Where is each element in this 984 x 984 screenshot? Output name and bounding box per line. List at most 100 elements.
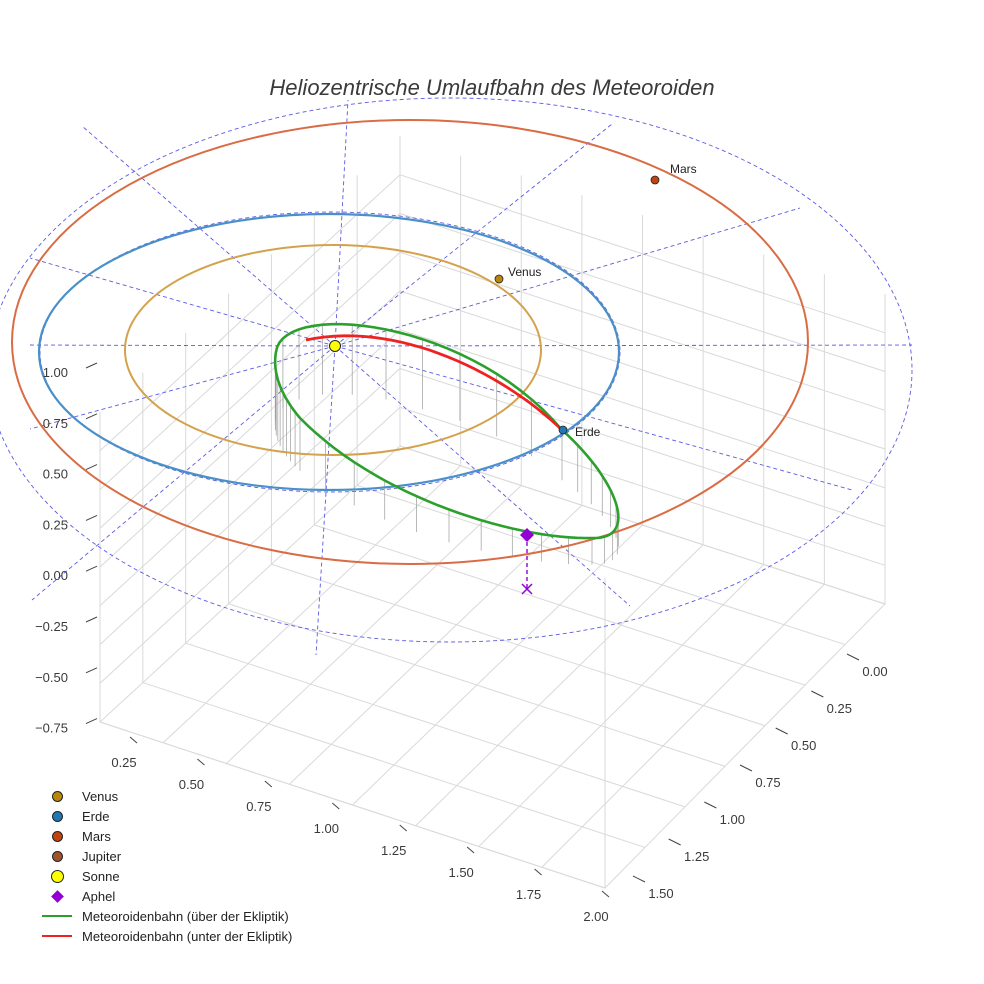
grid-line-z (99, 174, 886, 452)
legend-item[interactable]: Mars (40, 826, 292, 846)
z-tick-mark (85, 616, 98, 623)
ecliptic-ray (334, 207, 801, 347)
grid-line-x (225, 485, 522, 764)
z-tick-label: 0.75 (43, 416, 68, 431)
grid-line-x (478, 564, 765, 847)
mars-marker (650, 175, 660, 185)
z-tick-mark (85, 362, 98, 369)
legend-line-icon (40, 926, 74, 946)
legend-label: Mars (82, 828, 111, 844)
legend-dot-icon (40, 806, 74, 826)
x-tick-mark (466, 846, 475, 854)
grid-line-y (314, 524, 806, 686)
erde-orbit (37, 212, 621, 492)
grid-line-z (99, 406, 886, 684)
z-tick-label: 0.25 (43, 517, 68, 532)
legend-item[interactable]: Meteoroidenbahn (unter der Ekliptik) (40, 926, 292, 946)
y-tick-mark (739, 764, 753, 772)
z-tick-label: −0.75 (35, 721, 68, 736)
z-tick-mark (85, 413, 98, 420)
z-tick-label: 0.00 (43, 568, 68, 583)
legend-diamond-icon (40, 886, 74, 906)
x-tick-label: 2.00 (583, 909, 608, 924)
legend-item[interactable]: Aphel (40, 886, 292, 906)
x-tick-label: 1.75 (516, 887, 541, 902)
markers: Venus Erde Mars (329, 162, 697, 595)
aphel-marker (520, 528, 534, 542)
y-tick-mark (704, 801, 717, 809)
ecliptic-ray (31, 345, 336, 601)
z-tick-mark (85, 718, 98, 725)
legend-label: Aphel (82, 888, 116, 904)
ecliptic-ray (334, 344, 913, 347)
x-tick-label: 0.50 (179, 777, 204, 792)
z-tick-mark (85, 514, 98, 521)
legend-item[interactable]: Sonne (40, 866, 292, 886)
grid-line-x (162, 465, 461, 744)
meteoroid-orbit-above (273, 322, 620, 540)
grid-line-y (356, 484, 846, 646)
y-tick-label: 0.50 (791, 738, 816, 753)
grid-line-y (228, 603, 726, 767)
z-tick-label: −0.50 (35, 670, 68, 685)
y-tick-mark (811, 690, 824, 698)
x-tick-label: 1.25 (381, 843, 406, 858)
legend-dot-icon (40, 866, 74, 886)
y-tick-mark (632, 875, 646, 883)
legend-label: Jupiter (82, 848, 122, 864)
venus-label: Venus (508, 265, 541, 279)
mars-orbit (11, 119, 809, 565)
grid-line-x (352, 524, 643, 806)
ecliptic-ray (29, 345, 336, 430)
grid-line-z (99, 212, 886, 490)
ecliptic-ray (81, 125, 336, 347)
grid-line-y (271, 563, 766, 727)
legend-item[interactable]: Jupiter (40, 846, 292, 866)
y-tick-label: 1.00 (720, 812, 745, 827)
meteoroid-orbit-below (305, 334, 563, 432)
legend-dot-icon (40, 826, 74, 846)
x-tick-label: 0.25 (111, 755, 136, 770)
grid-line-x (541, 583, 825, 868)
x-tick-mark (264, 780, 273, 788)
legend-item[interactable]: Venus (40, 786, 292, 806)
y-tick-mark (775, 727, 788, 735)
ecliptic-ray (29, 344, 336, 347)
y-tick-label: 0.75 (755, 775, 780, 790)
x-tick-mark (129, 736, 138, 744)
ecliptic-circle (0, 97, 913, 643)
legend-label: Meteoroidenbahn (unter der Ekliptik) (82, 928, 293, 944)
x-tick-mark (534, 868, 542, 876)
y-tick-label: 0.00 (862, 664, 887, 679)
legend-dot-icon (40, 786, 74, 806)
ecliptic-ray (334, 345, 631, 607)
grid-line-x (415, 544, 704, 827)
axis-box-grid (99, 136, 886, 889)
z-tick-mark (85, 565, 98, 572)
x-tick-label: 0.75 (246, 799, 271, 814)
x-tick-label: 1.00 (314, 821, 339, 836)
venus-orbit (124, 244, 542, 456)
x-tick-label: 1.50 (448, 865, 473, 880)
z-tick-mark (85, 667, 98, 674)
grid-line-y (185, 642, 686, 808)
y-tick-label: 1.50 (648, 886, 673, 901)
legend-item[interactable]: Erde (40, 806, 292, 826)
grid-line-z (99, 329, 886, 607)
ecliptic-ray (334, 345, 853, 491)
erde-marker (558, 425, 568, 435)
z-tick-label: 0.50 (43, 467, 68, 482)
y-tick-mark (846, 653, 860, 661)
x-tick-mark (197, 758, 205, 766)
grid-line-z (99, 251, 886, 529)
venus-marker (494, 274, 504, 284)
mars-label: Mars (670, 162, 697, 176)
z-tick-mark (85, 464, 98, 471)
ecliptic-ray (334, 123, 613, 347)
y-tick-label: 1.25 (684, 849, 709, 864)
legend-item[interactable]: Meteoroidenbahn (über der Ekliptik) (40, 906, 292, 926)
erde-label: Erde (575, 425, 601, 439)
x-tick-mark (399, 824, 408, 832)
legend-label: Sonne (82, 868, 120, 884)
